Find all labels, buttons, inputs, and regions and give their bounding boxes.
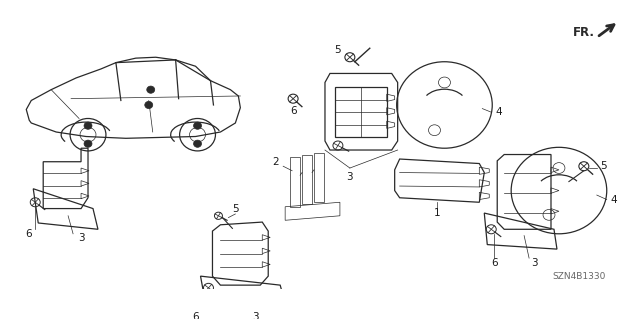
Circle shape: [84, 140, 92, 147]
Text: 4: 4: [611, 195, 617, 204]
Text: 4: 4: [496, 107, 502, 117]
Text: 5: 5: [335, 45, 341, 55]
Circle shape: [84, 122, 92, 129]
Text: 2: 2: [272, 157, 278, 167]
Text: 3: 3: [77, 233, 84, 243]
Text: 6: 6: [192, 312, 199, 319]
Circle shape: [145, 101, 153, 108]
Text: 3: 3: [346, 172, 353, 182]
Text: 6: 6: [25, 229, 31, 239]
Text: FR.: FR.: [573, 26, 595, 39]
Text: 6: 6: [290, 106, 296, 116]
Text: 5: 5: [232, 204, 239, 214]
Text: SZN4B1330: SZN4B1330: [552, 272, 605, 281]
Circle shape: [193, 140, 202, 147]
Text: 6: 6: [491, 258, 497, 268]
Text: 1: 1: [434, 208, 441, 218]
Circle shape: [147, 86, 155, 93]
Text: 3: 3: [252, 312, 259, 319]
Circle shape: [193, 122, 202, 129]
Text: 3: 3: [531, 258, 538, 268]
Text: 5: 5: [600, 161, 607, 171]
